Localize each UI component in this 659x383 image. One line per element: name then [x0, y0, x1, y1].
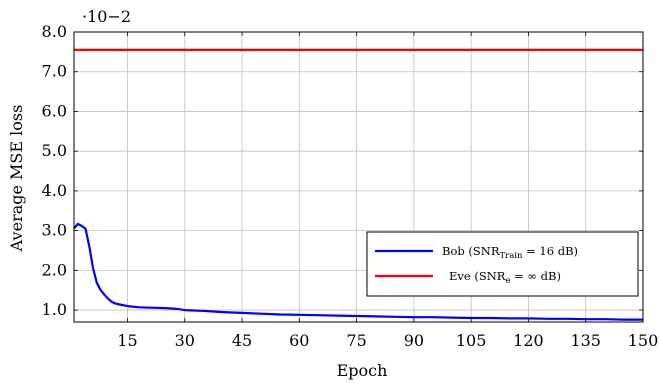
y-axis-title: Average MSE loss: [7, 105, 26, 253]
x-tick-label: 105: [456, 331, 487, 350]
x-tick-label: 150: [628, 331, 659, 350]
legend-eve-pre: Eve (SNR: [449, 269, 506, 283]
y-tick-label: 8.0: [42, 22, 67, 41]
x-tick-label: 75: [346, 331, 366, 350]
y-tick-label: 6.0: [42, 101, 67, 120]
legend: Bob (SNRTrain = 16 dB) Eve (SNRe = ∞ dB): [367, 232, 638, 296]
y-tick-label: 4.0: [42, 181, 67, 200]
y-tick-label: 7.0: [42, 62, 67, 81]
legend-eve-post: = ∞ dB): [510, 269, 560, 283]
y-tick-label: 3.0: [42, 221, 67, 240]
x-axis-title: Epoch: [337, 361, 388, 380]
legend-box: [367, 232, 638, 296]
axis-ticks: 15 30 45 60 75 90 105 120 135 150 1.0 2.0 3.0 4.0 5.0 6…: [42, 22, 659, 350]
x-tick-label: 60: [289, 331, 309, 350]
legend-bob-pre: Bob (SNR: [442, 244, 500, 258]
x-tick-label: 135: [570, 331, 601, 350]
x-tick-label: 30: [175, 331, 195, 350]
legend-bob-post: = 16 dB): [522, 244, 578, 258]
y-scale-note: ·10−2: [82, 7, 131, 26]
x-tick-label: 15: [117, 331, 137, 350]
legend-bob-sub: Train: [499, 251, 523, 261]
x-tick-label: 90: [404, 331, 424, 350]
y-tick-label: 2.0: [42, 260, 67, 279]
y-tick-label: 1.0: [42, 300, 67, 319]
x-tick-label: 45: [232, 331, 252, 350]
y-tick-label: 5.0: [42, 141, 67, 160]
x-tick-label: 120: [513, 331, 544, 350]
